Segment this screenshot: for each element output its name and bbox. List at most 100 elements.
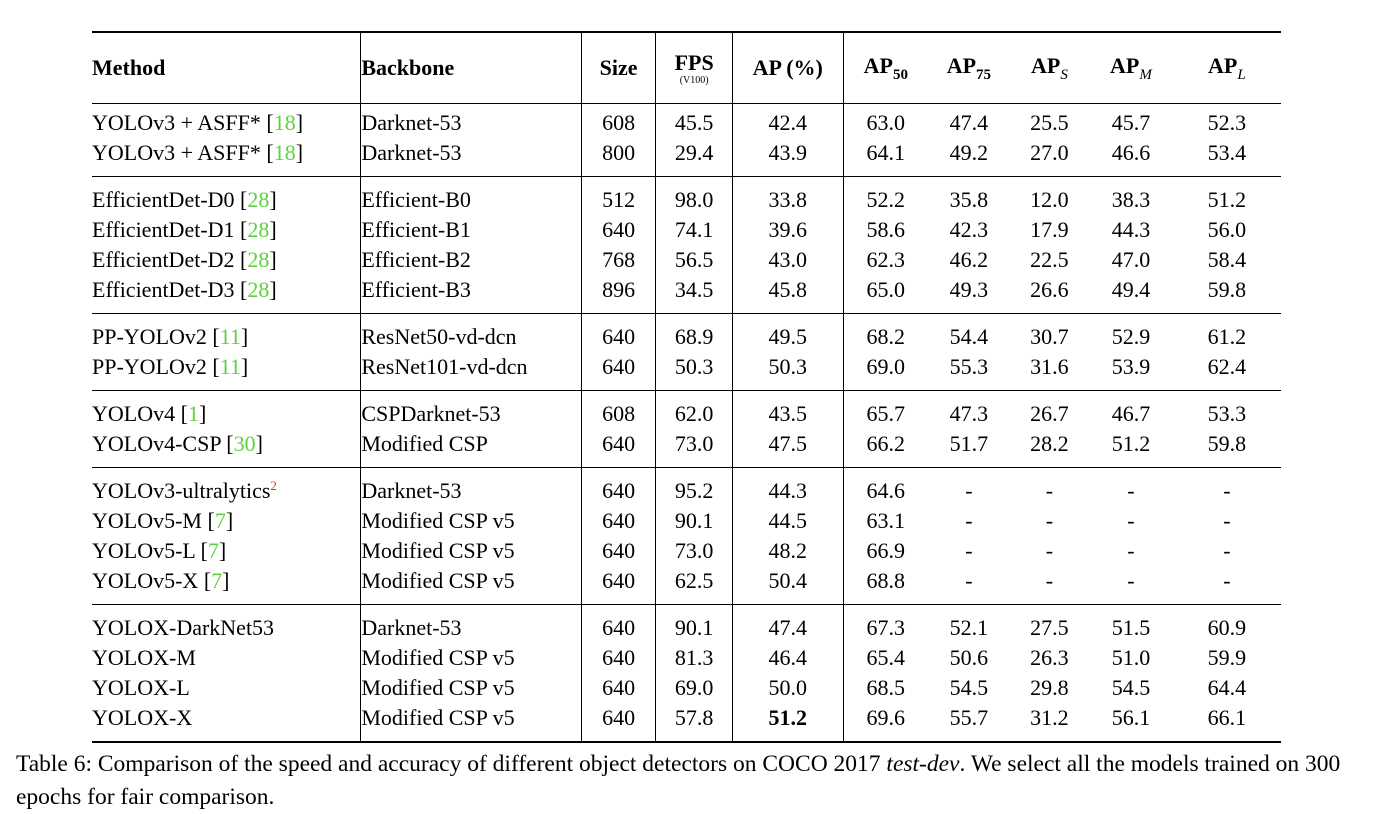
cell-ap: 46.4 (732, 643, 844, 673)
cell-method: YOLOv4 [1] (92, 399, 362, 429)
cell-fps: 98.0 (655, 185, 733, 215)
citation-close: ] (240, 324, 249, 349)
table-row: YOLOv3-ultralytics2 Darknet-53 640 95.2 44.3… (92, 476, 1281, 506)
cell-aps: 28.2 (1030, 431, 1069, 456)
citation-link[interactable]: 18 (273, 140, 296, 165)
cell-fps: 90.1 (655, 613, 733, 643)
citation-close: ] (198, 401, 207, 426)
cell-ap75: - (965, 538, 973, 563)
citation-link[interactable]: 11 (219, 354, 241, 379)
cell-backbone: Darknet-53 (360, 108, 582, 138)
citation-link[interactable]: 28 (247, 217, 270, 242)
citation-link[interactable]: 1 (187, 401, 199, 426)
cell-aps: - (1045, 568, 1054, 593)
citation-link[interactable]: 28 (247, 187, 270, 212)
cell-ap50: 66.9 (866, 538, 906, 563)
header-size: Size (581, 31, 657, 104)
cell-ap75: 47.3 (949, 401, 989, 426)
cell-ap75: 46.2 (949, 247, 989, 272)
cell-ap75: 47.4 (949, 110, 989, 135)
method-name: PP-YOLOv2 [ (92, 354, 220, 379)
method-name: YOLOX-L (92, 675, 190, 700)
cell-apl: 62.4 (1207, 354, 1247, 379)
cell-aps: 26.3 (1030, 645, 1069, 670)
method-name: YOLOv5-L [ (92, 538, 208, 563)
header-fps-label: FPS (674, 50, 714, 75)
cell-apl: 51.2 (1207, 187, 1247, 212)
table-body: YOLOv3 + ASFF* [18] Darknet-53 608 45.5 42.4… (92, 103, 1281, 743)
footnote-marker[interactable]: 2 (270, 478, 277, 493)
table-row: YOLOv5-L [7] Modified CSP v5 640 73.0 48.2 66… (92, 536, 1281, 566)
cell-backbone: Modified CSP v5 (360, 506, 582, 536)
cell-size: 640 (581, 566, 657, 596)
cell-ap: 42.4 (732, 108, 844, 138)
citation-link[interactable]: 28 (247, 277, 270, 302)
citation-link[interactable]: 18 (273, 110, 296, 135)
cell-ap50: 63.1 (866, 508, 906, 533)
cell-method: EfficientDet-D0 [28] (92, 185, 362, 215)
header-apm-label: AP (1110, 52, 1140, 78)
cell-size: 640 (581, 673, 657, 703)
cell-fps: 73.0 (655, 429, 733, 459)
citation-close: ] (255, 431, 263, 456)
cell-backbone: Efficient-B1 (360, 215, 582, 245)
citation-close: ] (222, 568, 230, 593)
cell-fps: 62.0 (655, 399, 733, 429)
cell-ap75: 54.5 (949, 675, 989, 700)
cell-aps: 31.2 (1030, 705, 1069, 730)
header-apm: APM (1089, 31, 1173, 104)
header-aps: APS (1009, 31, 1090, 104)
citation-link[interactable]: 7 (214, 508, 226, 533)
cell-apl: 53.4 (1207, 140, 1247, 165)
cell-size: 800 (581, 138, 657, 168)
cell-apl: 59.9 (1207, 645, 1247, 670)
cell-size: 608 (581, 108, 657, 138)
cell-ap75: 51.7 (949, 431, 989, 456)
cell-fps: 62.5 (655, 566, 733, 596)
table-row: YOLOv5-X [7] Modified CSP v5 640 62.5 50.4 68… (92, 566, 1281, 596)
table-row: YOLOv4 [1] CSPDarknet-53 608 62.0 43.5 65.7 47… (92, 399, 1281, 429)
citation-link[interactable]: 11 (219, 324, 241, 349)
table-row: EfficientDet-D3 [28] Efficient-B3 896 34.5 4… (92, 275, 1281, 305)
cell-fps: 74.1 (655, 215, 733, 245)
cell-aps: 29.8 (1030, 675, 1069, 700)
method-name: EfficientDet-D3 [ (92, 277, 248, 302)
cell-ap75: 42.3 (949, 217, 989, 242)
cell-apl: 64.4 (1207, 675, 1247, 700)
cell-size: 640 (581, 643, 657, 673)
cell-aps: 26.7 (1030, 401, 1069, 426)
cell-method: EfficientDet-D1 [28] (92, 215, 362, 245)
cell-apl: 60.9 (1207, 615, 1247, 640)
cell-ap75: 55.7 (949, 705, 989, 730)
table-row: YOLOv3 + ASFF* [18] Darknet-53 800 29.4 43.9… (92, 138, 1281, 168)
table-row: EfficientDet-D2 [28] Efficient-B2 768 56.5 4… (92, 245, 1281, 275)
cell-ap: 45.8 (732, 275, 844, 305)
cell-apl: 59.8 (1207, 277, 1247, 302)
cell-method: YOLOv5-M [7] (92, 506, 362, 536)
header-ap75: AP75 (928, 31, 1010, 104)
cell-method: YOLOv3 + ASFF* [18] (92, 138, 362, 168)
cell-ap50: 67.3 (866, 615, 906, 640)
spacer-row (92, 604, 1281, 613)
header-ap75-label: AP (946, 52, 977, 78)
header-ap50: AP50 (843, 31, 929, 104)
citation-close: ] (269, 247, 277, 272)
cell-ap: 44.3 (732, 476, 844, 506)
citation-link[interactable]: 7 (211, 568, 223, 593)
cell-fps: 56.5 (655, 245, 733, 275)
method-name: EfficientDet-D1 [ (92, 217, 248, 242)
table-row: YOLOv3 + ASFF* [18] Darknet-53 608 45.5 42.4… (92, 108, 1281, 138)
citation-link[interactable]: 7 (207, 538, 219, 563)
citation-link[interactable]: 28 (247, 247, 270, 272)
method-name: EfficientDet-D0 [ (92, 187, 248, 212)
cell-apl: 56.0 (1207, 217, 1247, 242)
cell-ap: 43.5 (732, 399, 844, 429)
header-fps: FPS (V100) (655, 31, 733, 104)
citation-link[interactable]: 30 (233, 431, 256, 456)
cell-ap75: 49.3 (949, 277, 989, 302)
cell-backbone: ResNet50-vd-dcn (360, 322, 582, 352)
cell-backbone: CSPDarknet-53 (360, 399, 582, 429)
cell-size: 640 (581, 429, 657, 459)
cell-apm: - (1127, 538, 1135, 563)
table-row: YOLOX-X Modified CSP v5 640 57.8 51.2 69.6 55.… (92, 703, 1281, 733)
